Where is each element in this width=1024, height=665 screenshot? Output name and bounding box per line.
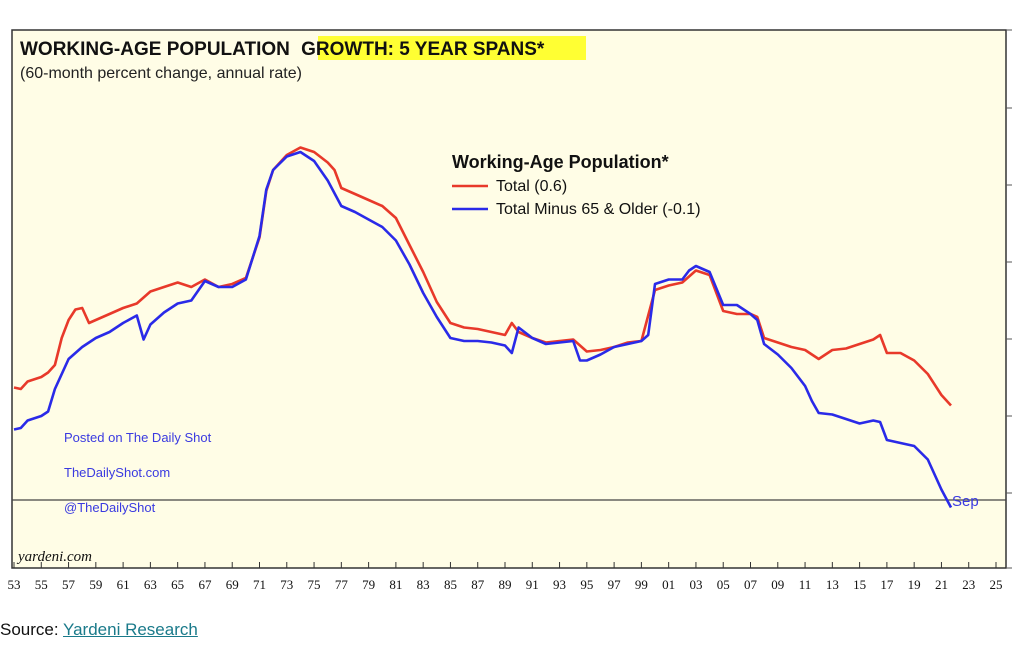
x-tick-label: 87 xyxy=(471,577,485,592)
chart-title: WORKING-AGE POPULATION GROWTH: 5 YEAR SP… xyxy=(20,39,545,60)
x-tick-label: 91 xyxy=(526,577,539,592)
x-tick-label: 15 xyxy=(853,577,866,592)
x-tick-label: 61 xyxy=(117,577,130,592)
x-tick-label: 55 xyxy=(35,577,48,592)
x-tick-label: 09 xyxy=(771,577,784,592)
source-link[interactable]: Yardeni Research xyxy=(63,620,198,639)
x-tick-label: 85 xyxy=(444,577,457,592)
source-line: Source: Yardeni Research xyxy=(0,620,198,640)
x-tick-label: 17 xyxy=(880,577,894,592)
title-highlight-box xyxy=(318,36,586,60)
source-prefix: Source: xyxy=(0,620,64,639)
x-tick-label: 23 xyxy=(962,577,975,592)
right-axis-ticks xyxy=(1006,29,1012,569)
x-tick-label: 01 xyxy=(662,577,675,592)
series-line-minus65 xyxy=(13,150,953,509)
x-tick-label: 97 xyxy=(608,577,622,592)
x-tick-label: 93 xyxy=(553,577,566,592)
note-site: TheDailyShot.com xyxy=(64,465,170,480)
legend-label-minus65: Total Minus 65 & Older (-0.1) xyxy=(496,201,701,218)
x-tick-label: 69 xyxy=(226,577,239,592)
x-tick-label: 07 xyxy=(744,577,758,592)
series-line-total xyxy=(13,146,952,407)
x-tick-label: 89 xyxy=(499,577,512,592)
x-tick-label: 57 xyxy=(62,577,76,592)
x-tick-label: 67 xyxy=(198,577,212,592)
x-tick-label: 05 xyxy=(717,577,730,592)
x-tick-label: 25 xyxy=(990,577,1003,592)
chart-title-main: WORKING-AGE POPULATION xyxy=(20,39,290,60)
x-tick-label: 75 xyxy=(308,577,321,592)
x-tick-label: 63 xyxy=(144,577,157,592)
x-tick-label: 19 xyxy=(908,577,921,592)
x-tick-label: 81 xyxy=(389,577,402,592)
x-tick-label: 53 xyxy=(8,577,21,592)
sep-label: Sep xyxy=(952,493,979,510)
x-tick-label: 73 xyxy=(280,577,293,592)
x-tick-label: 71 xyxy=(253,577,266,592)
chart-title-highlight: GROWTH: 5 YEAR SPANS* xyxy=(301,39,545,60)
x-tick-label: 21 xyxy=(935,577,948,592)
x-tick-label: 59 xyxy=(89,577,102,592)
x-tick-label: 11 xyxy=(799,577,812,592)
legend-label-total: Total (0.6) xyxy=(496,178,567,195)
legend-title: Working-Age Population* xyxy=(452,152,669,172)
x-tick-label: 79 xyxy=(362,577,375,592)
x-tick-label: 77 xyxy=(335,577,349,592)
series-group xyxy=(13,146,953,509)
brand-label: yardeni.com xyxy=(16,549,92,565)
x-axis: 53 55 57 59 61 63 65 67 69 71 73 75 77 79 81 83 85 87 89 91… xyxy=(8,562,1003,592)
plot-area xyxy=(11,29,1007,569)
x-tick-label: 95 xyxy=(580,577,593,592)
x-tick-label: 65 xyxy=(171,577,184,592)
x-tick-label: 99 xyxy=(635,577,648,592)
note-posted: Posted on The Daily Shot xyxy=(64,430,212,445)
note-handle: @TheDailyShot xyxy=(64,500,156,515)
x-tick-label: 83 xyxy=(417,577,430,592)
x-tick-label: 13 xyxy=(826,577,839,592)
x-tick-label: 03 xyxy=(689,577,702,592)
chart-subtitle: (60-month percent change, annual rate) xyxy=(20,65,302,82)
